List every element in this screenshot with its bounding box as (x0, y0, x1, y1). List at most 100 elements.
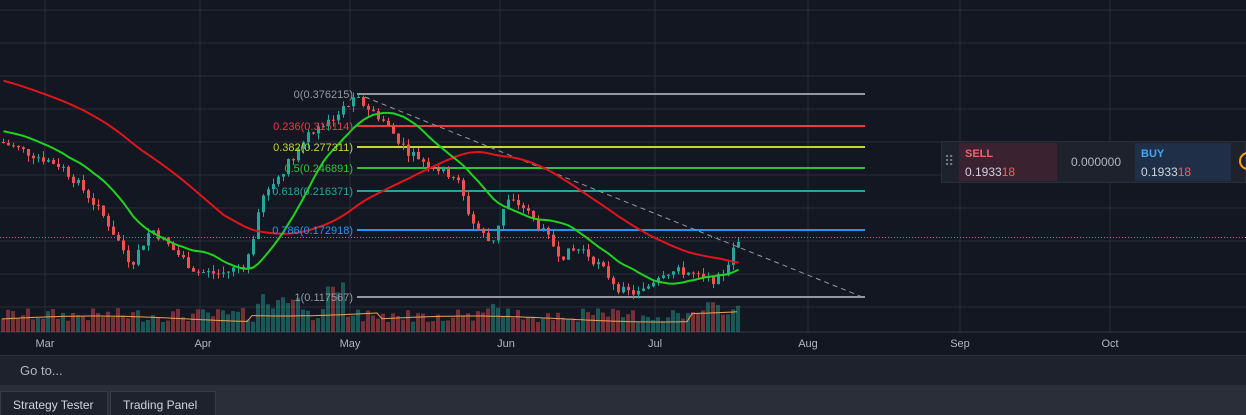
candle-body (477, 223, 480, 229)
candle-body (512, 199, 515, 201)
candle-body (427, 161, 430, 168)
x-tick-label: Oct (1101, 338, 1118, 350)
volume-bar (101, 316, 105, 332)
volume-bar (701, 310, 705, 332)
volume-bar (41, 318, 45, 332)
volume-bar (316, 318, 320, 332)
volume-bar (191, 313, 195, 332)
volume-bar (381, 313, 385, 332)
candle-body (112, 226, 115, 235)
candle-body (422, 159, 425, 162)
volume-bar (716, 304, 720, 332)
volume-bar (601, 312, 605, 332)
volume-bar (696, 313, 700, 332)
volume-bar (496, 307, 500, 332)
volume-bar (611, 308, 615, 332)
volume-bar (446, 320, 450, 332)
candle-body (732, 247, 735, 265)
volume-bar (346, 316, 350, 332)
candle-body (357, 97, 360, 99)
volume-bar (531, 316, 535, 332)
volume-bar (296, 297, 300, 332)
sell-label: SELL (965, 148, 994, 160)
volume-bar (281, 297, 285, 332)
volume-bar (306, 310, 310, 332)
candle-body (37, 157, 40, 159)
volume-bar (336, 292, 340, 332)
candle-body (292, 159, 295, 161)
fibonacci-labels: 0(0.376215) 0.236(0.315114) 0.382(0.277311… (272, 89, 353, 304)
candle-body (217, 273, 220, 275)
candle-body (377, 111, 380, 120)
candle-body (672, 271, 675, 275)
candle-body (22, 147, 25, 150)
volume-bar (536, 321, 540, 332)
candle-body (697, 273, 700, 275)
volume-bar (241, 308, 245, 332)
candle-body (7, 142, 10, 146)
fibonacci-retracement (0, 93, 1246, 298)
volume-bar (681, 318, 685, 332)
volume-bar (666, 317, 670, 332)
settings-circle-icon[interactable] (1239, 152, 1246, 170)
volume-bar (196, 309, 200, 332)
buy-button[interactable]: BUY 0.193318 (1135, 143, 1231, 181)
candle-body (282, 174, 285, 177)
volume-bar (66, 320, 70, 332)
volume-bar (526, 317, 530, 332)
volume-bar (411, 321, 415, 332)
candle-body (717, 273, 720, 285)
drag-handle-icon[interactable]: ⠿ (944, 153, 955, 169)
volume-bar (51, 309, 55, 332)
sell-button[interactable]: SELL 0.193318 (959, 143, 1057, 181)
x-axis: Mar Apr May Jun Jul Aug Sep Oct (36, 338, 1119, 350)
candle-body (397, 133, 400, 144)
volume-bar (676, 313, 680, 332)
candle-body (187, 257, 190, 268)
candle-body (57, 163, 60, 167)
volume-bar (121, 315, 125, 332)
candle-body (547, 227, 550, 235)
volume-bar (651, 319, 655, 332)
volume-bar (471, 320, 475, 332)
volume-bar (566, 318, 570, 332)
candle-body (557, 246, 560, 257)
volume-bar (551, 320, 555, 332)
candle-body (232, 267, 235, 272)
volume-bar (161, 321, 165, 332)
candle-body (612, 277, 615, 285)
candle-body (87, 190, 90, 199)
tab-strategy-tester[interactable]: Strategy Tester (0, 391, 108, 415)
volume-bar (456, 309, 460, 332)
candle-body (452, 176, 455, 178)
candle-body (117, 234, 120, 241)
volume-bar (246, 319, 250, 332)
tab-trading-panel[interactable]: Trading Panel (110, 391, 216, 415)
candle-body (392, 125, 395, 134)
candle-body (637, 290, 640, 295)
volume-bar (71, 312, 75, 332)
volume-bar (366, 310, 370, 332)
volume-bar (706, 302, 710, 332)
volume-bar (36, 318, 40, 332)
candle-body (337, 114, 340, 121)
candle-body (62, 166, 65, 168)
volume-bar (6, 309, 10, 332)
candle-body (447, 167, 450, 177)
fib-level-label: 0.236(0.315114) (273, 121, 353, 133)
volume-bar (351, 315, 355, 332)
candle-body (362, 97, 365, 106)
volume-bar (16, 318, 20, 332)
volume-bar (546, 313, 550, 332)
candle-body (372, 109, 375, 112)
candle-body (497, 225, 500, 241)
volume-bar (691, 312, 695, 332)
fib-level-label: 0(0.376215) (294, 89, 353, 101)
fib-level-label: 0.5(0.246891) (285, 163, 354, 175)
x-tick-label: Mar (36, 338, 55, 350)
candle-body (147, 233, 150, 246)
goto-link[interactable]: Go to... (20, 363, 63, 378)
candle-body (192, 267, 195, 272)
candle-body (587, 249, 590, 257)
volume-bar (386, 321, 390, 332)
